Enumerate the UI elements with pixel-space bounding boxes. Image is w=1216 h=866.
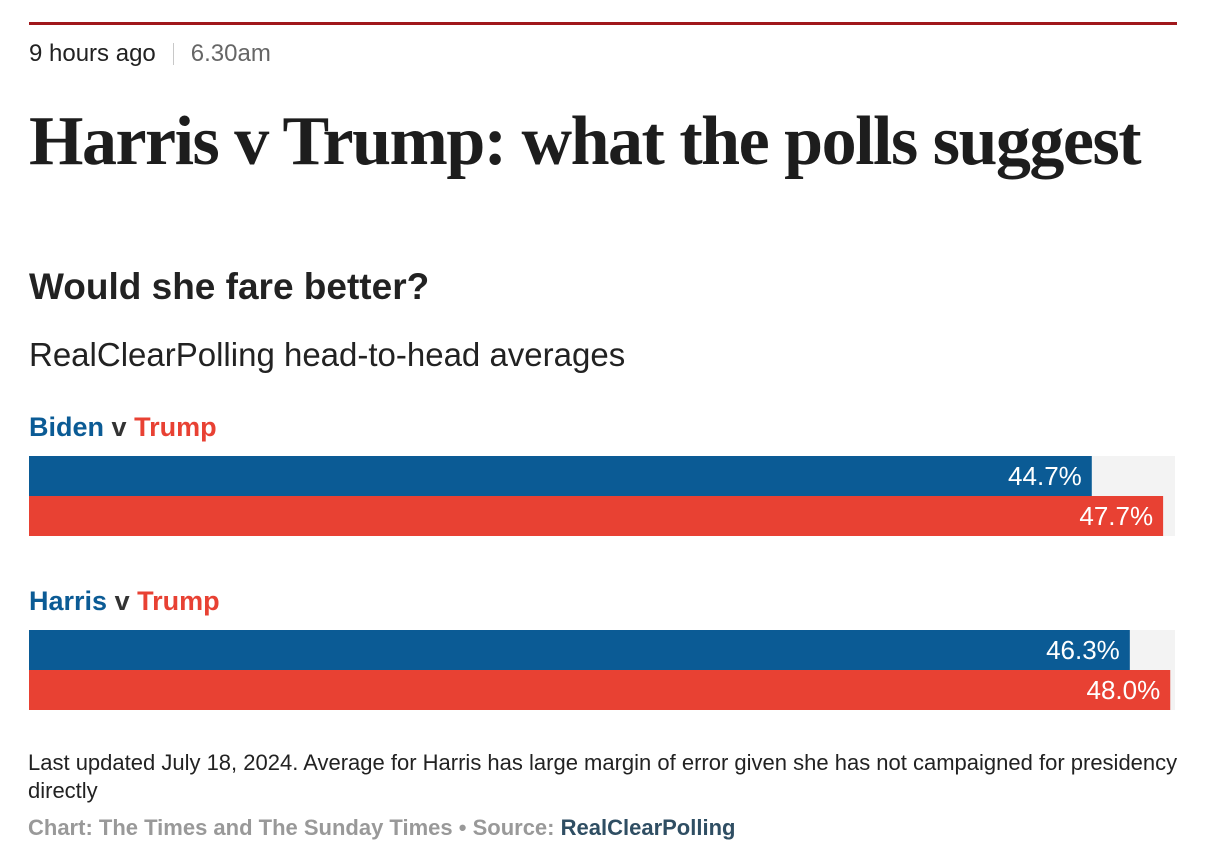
group-label-versus: v <box>111 412 127 442</box>
source-link[interactable]: RealClearPolling <box>560 815 736 840</box>
group-label-candidate-a: Biden <box>29 412 105 442</box>
bar-value-label: 47.7% <box>1079 501 1153 531</box>
bar-trump <box>29 496 1164 536</box>
group-label-candidate-b: Trump <box>137 586 220 616</box>
source-label: Source: <box>472 815 555 840</box>
chart-credit: Chart: The Times and The Sunday Times • … <box>28 815 735 841</box>
headline: Harris v Trump: what the polls suggest <box>29 103 1142 180</box>
meta-divider <box>172 43 174 65</box>
chart-note: Last updated July 18, 2024. Average for … <box>28 750 1178 803</box>
bar-value-label: 44.7% <box>1008 461 1082 491</box>
group-label-harris-trump: Harris v Trump <box>29 586 220 617</box>
group-label-candidate-a: Harris <box>29 586 108 616</box>
relative-time: 9 hours ago <box>29 40 156 67</box>
bar-value-label: 46.3% <box>1046 635 1120 665</box>
chart-subtitle: RealClearPolling head-to-head averages <box>29 336 626 373</box>
group-label-candidate-b: Trump <box>134 412 217 442</box>
bar-biden <box>29 456 1092 496</box>
bar-trump <box>29 670 1171 710</box>
chart-title: Would she fare better? <box>29 266 430 307</box>
credit-separator: • <box>458 815 467 840</box>
publish-time: 6.30am <box>190 40 271 67</box>
group-label-versus: v <box>114 586 130 616</box>
group-label-biden-trump: Biden v Trump <box>29 412 217 443</box>
bar-value-label: 48.0% <box>1087 675 1161 705</box>
bar-harris <box>29 630 1130 670</box>
credit-label: Chart: The Times and The Sunday Times <box>28 815 453 840</box>
top-rule <box>29 22 1177 25</box>
article-meta: 9 hours ago 6.30am <box>29 40 271 68</box>
